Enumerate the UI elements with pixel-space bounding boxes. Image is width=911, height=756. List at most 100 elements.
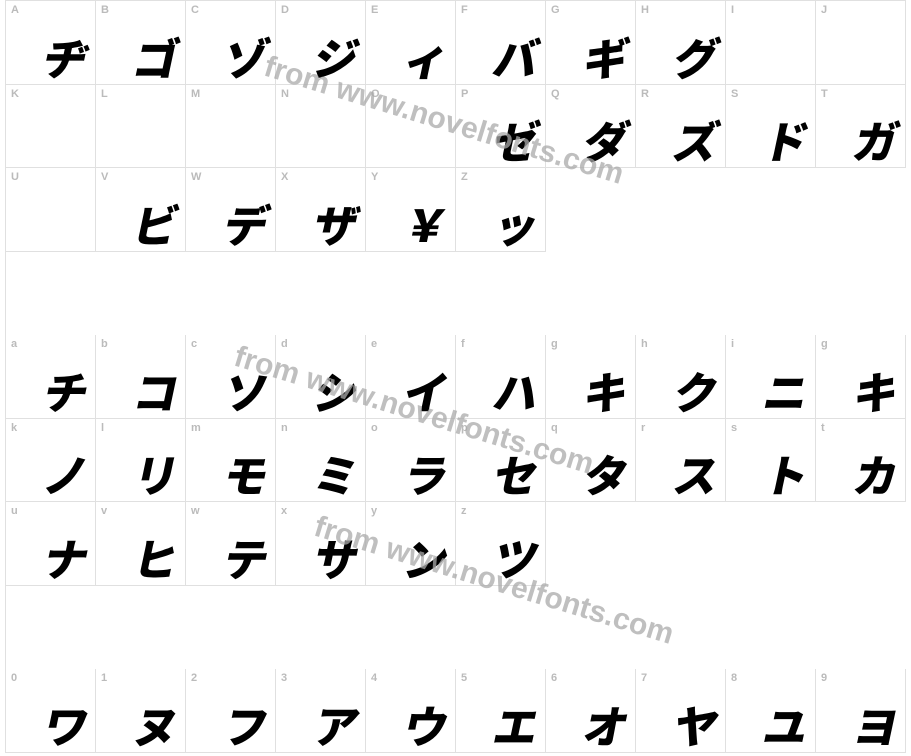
cell-glyph: ビ (130, 201, 181, 245)
cell-glyph: ヂ (40, 34, 91, 78)
glyph-cell: 6オ (546, 669, 636, 753)
glyph-cell: Qダ (546, 85, 636, 169)
cell-key-label: g (551, 338, 558, 350)
cell-glyph: ツ (490, 535, 541, 579)
cell-key-label: 2 (191, 672, 197, 684)
glyph-cell: K (6, 85, 96, 169)
glyph-cell: fハ (456, 335, 546, 419)
cell-key-label: k (11, 422, 17, 434)
glyph-cell: Aヂ (6, 1, 96, 85)
glyph-cell: eイ (366, 335, 456, 419)
cell-key-label: 6 (551, 672, 557, 684)
cell-key-label: s (731, 422, 737, 434)
cell-glyph: ワ (40, 702, 91, 746)
cell-key-label: 3 (281, 672, 287, 684)
cell-glyph: ア (310, 702, 361, 746)
cell-key-label: 4 (371, 672, 377, 684)
cell-key-label: J (821, 4, 827, 16)
glyph-cell: Hグ (636, 1, 726, 85)
glyph-cell (636, 168, 726, 252)
glyph-cell: 2フ (186, 669, 276, 753)
glyph-cell: Zッ (456, 168, 546, 252)
cell-glyph: ジ (310, 34, 361, 78)
glyph-cell: 7ヤ (636, 669, 726, 753)
glyph-cell: zツ (456, 502, 546, 586)
cell-key-label: L (101, 88, 108, 100)
glyph-cell: lリ (96, 419, 186, 503)
cell-key-label: o (371, 422, 378, 434)
glyph-cell: gキ (816, 335, 906, 419)
cell-key-label: B (101, 4, 109, 16)
glyph-cell: Rズ (636, 85, 726, 169)
cell-key-label: G (551, 4, 560, 16)
cell-glyph: セ (490, 451, 541, 495)
glyph-cell: I (726, 1, 816, 85)
cell-glyph: グ (670, 34, 721, 78)
cell-key-label: q (551, 422, 558, 434)
cell-glyph: ￥ (400, 201, 451, 245)
glyph-cell: L (96, 85, 186, 169)
glyph-cell: Gギ (546, 1, 636, 85)
glyph-cell: M (186, 85, 276, 169)
glyph-cell: 0ワ (6, 669, 96, 753)
glyph-cell: Pゼ (456, 85, 546, 169)
cell-glyph: ハ (490, 368, 541, 412)
glyph-cell (636, 502, 726, 586)
cell-key-label: m (191, 422, 201, 434)
cell-key-label: K (11, 88, 19, 100)
cell-glyph: サ (310, 535, 361, 579)
glyph-cell: O (366, 85, 456, 169)
glyph-cell (546, 502, 636, 586)
cell-key-label: V (101, 171, 108, 183)
cell-glyph: ダ (580, 117, 631, 161)
cell-glyph: ィ (400, 34, 451, 78)
cell-key-label: d (281, 338, 288, 350)
glyph-cell: kノ (6, 419, 96, 503)
cell-key-label: 5 (461, 672, 467, 684)
cell-key-label: C (191, 4, 199, 16)
cell-glyph: ゼ (490, 117, 541, 161)
glyph-cell: cソ (186, 335, 276, 419)
cell-glyph: チ (40, 368, 91, 412)
glyph-cell: iニ (726, 335, 816, 419)
cell-glyph: ユ (760, 702, 811, 746)
glyph-cell: xサ (276, 502, 366, 586)
cell-glyph: ラ (400, 451, 451, 495)
cell-glyph: エ (490, 702, 541, 746)
glyph-cell: aチ (6, 335, 96, 419)
glyph-cell: uナ (6, 502, 96, 586)
cell-glyph: ザ (310, 201, 361, 245)
cell-key-label: 7 (641, 672, 647, 684)
cell-glyph: ッ (490, 201, 541, 245)
glyph-cell: sト (726, 419, 816, 503)
cell-key-label: a (11, 338, 17, 350)
glyph-cell: Sド (726, 85, 816, 169)
cell-key-label: t (821, 422, 825, 434)
cell-key-label: f (461, 338, 465, 350)
glyph-cell: yン (366, 502, 456, 586)
cell-key-label: N (281, 88, 289, 100)
cell-glyph: バ (490, 34, 541, 78)
cell-glyph: ド (760, 117, 811, 161)
glyph-cell (816, 168, 906, 252)
cell-key-label: H (641, 4, 649, 16)
cell-key-label: A (11, 4, 19, 16)
cell-glyph: ス (670, 451, 721, 495)
glyph-cell: 5エ (456, 669, 546, 753)
cell-key-label: n (281, 422, 288, 434)
cell-glyph: シ (310, 368, 361, 412)
cell-key-label: e (371, 338, 377, 350)
glyph-cell: Fバ (456, 1, 546, 85)
glyph-cell: Dジ (276, 1, 366, 85)
glyph-cell: vヒ (96, 502, 186, 586)
cell-key-label: Y (371, 171, 378, 183)
cell-key-label: r (641, 422, 645, 434)
glyph-cell: dシ (276, 335, 366, 419)
glyph-cell: 9ヨ (816, 669, 906, 753)
cell-glyph: ズ (670, 117, 721, 161)
cell-key-label: U (11, 171, 19, 183)
cell-key-label: P (461, 88, 468, 100)
glyph-cell: hク (636, 335, 726, 419)
cell-key-label: g (821, 338, 828, 350)
glyph-cell: oラ (366, 419, 456, 503)
